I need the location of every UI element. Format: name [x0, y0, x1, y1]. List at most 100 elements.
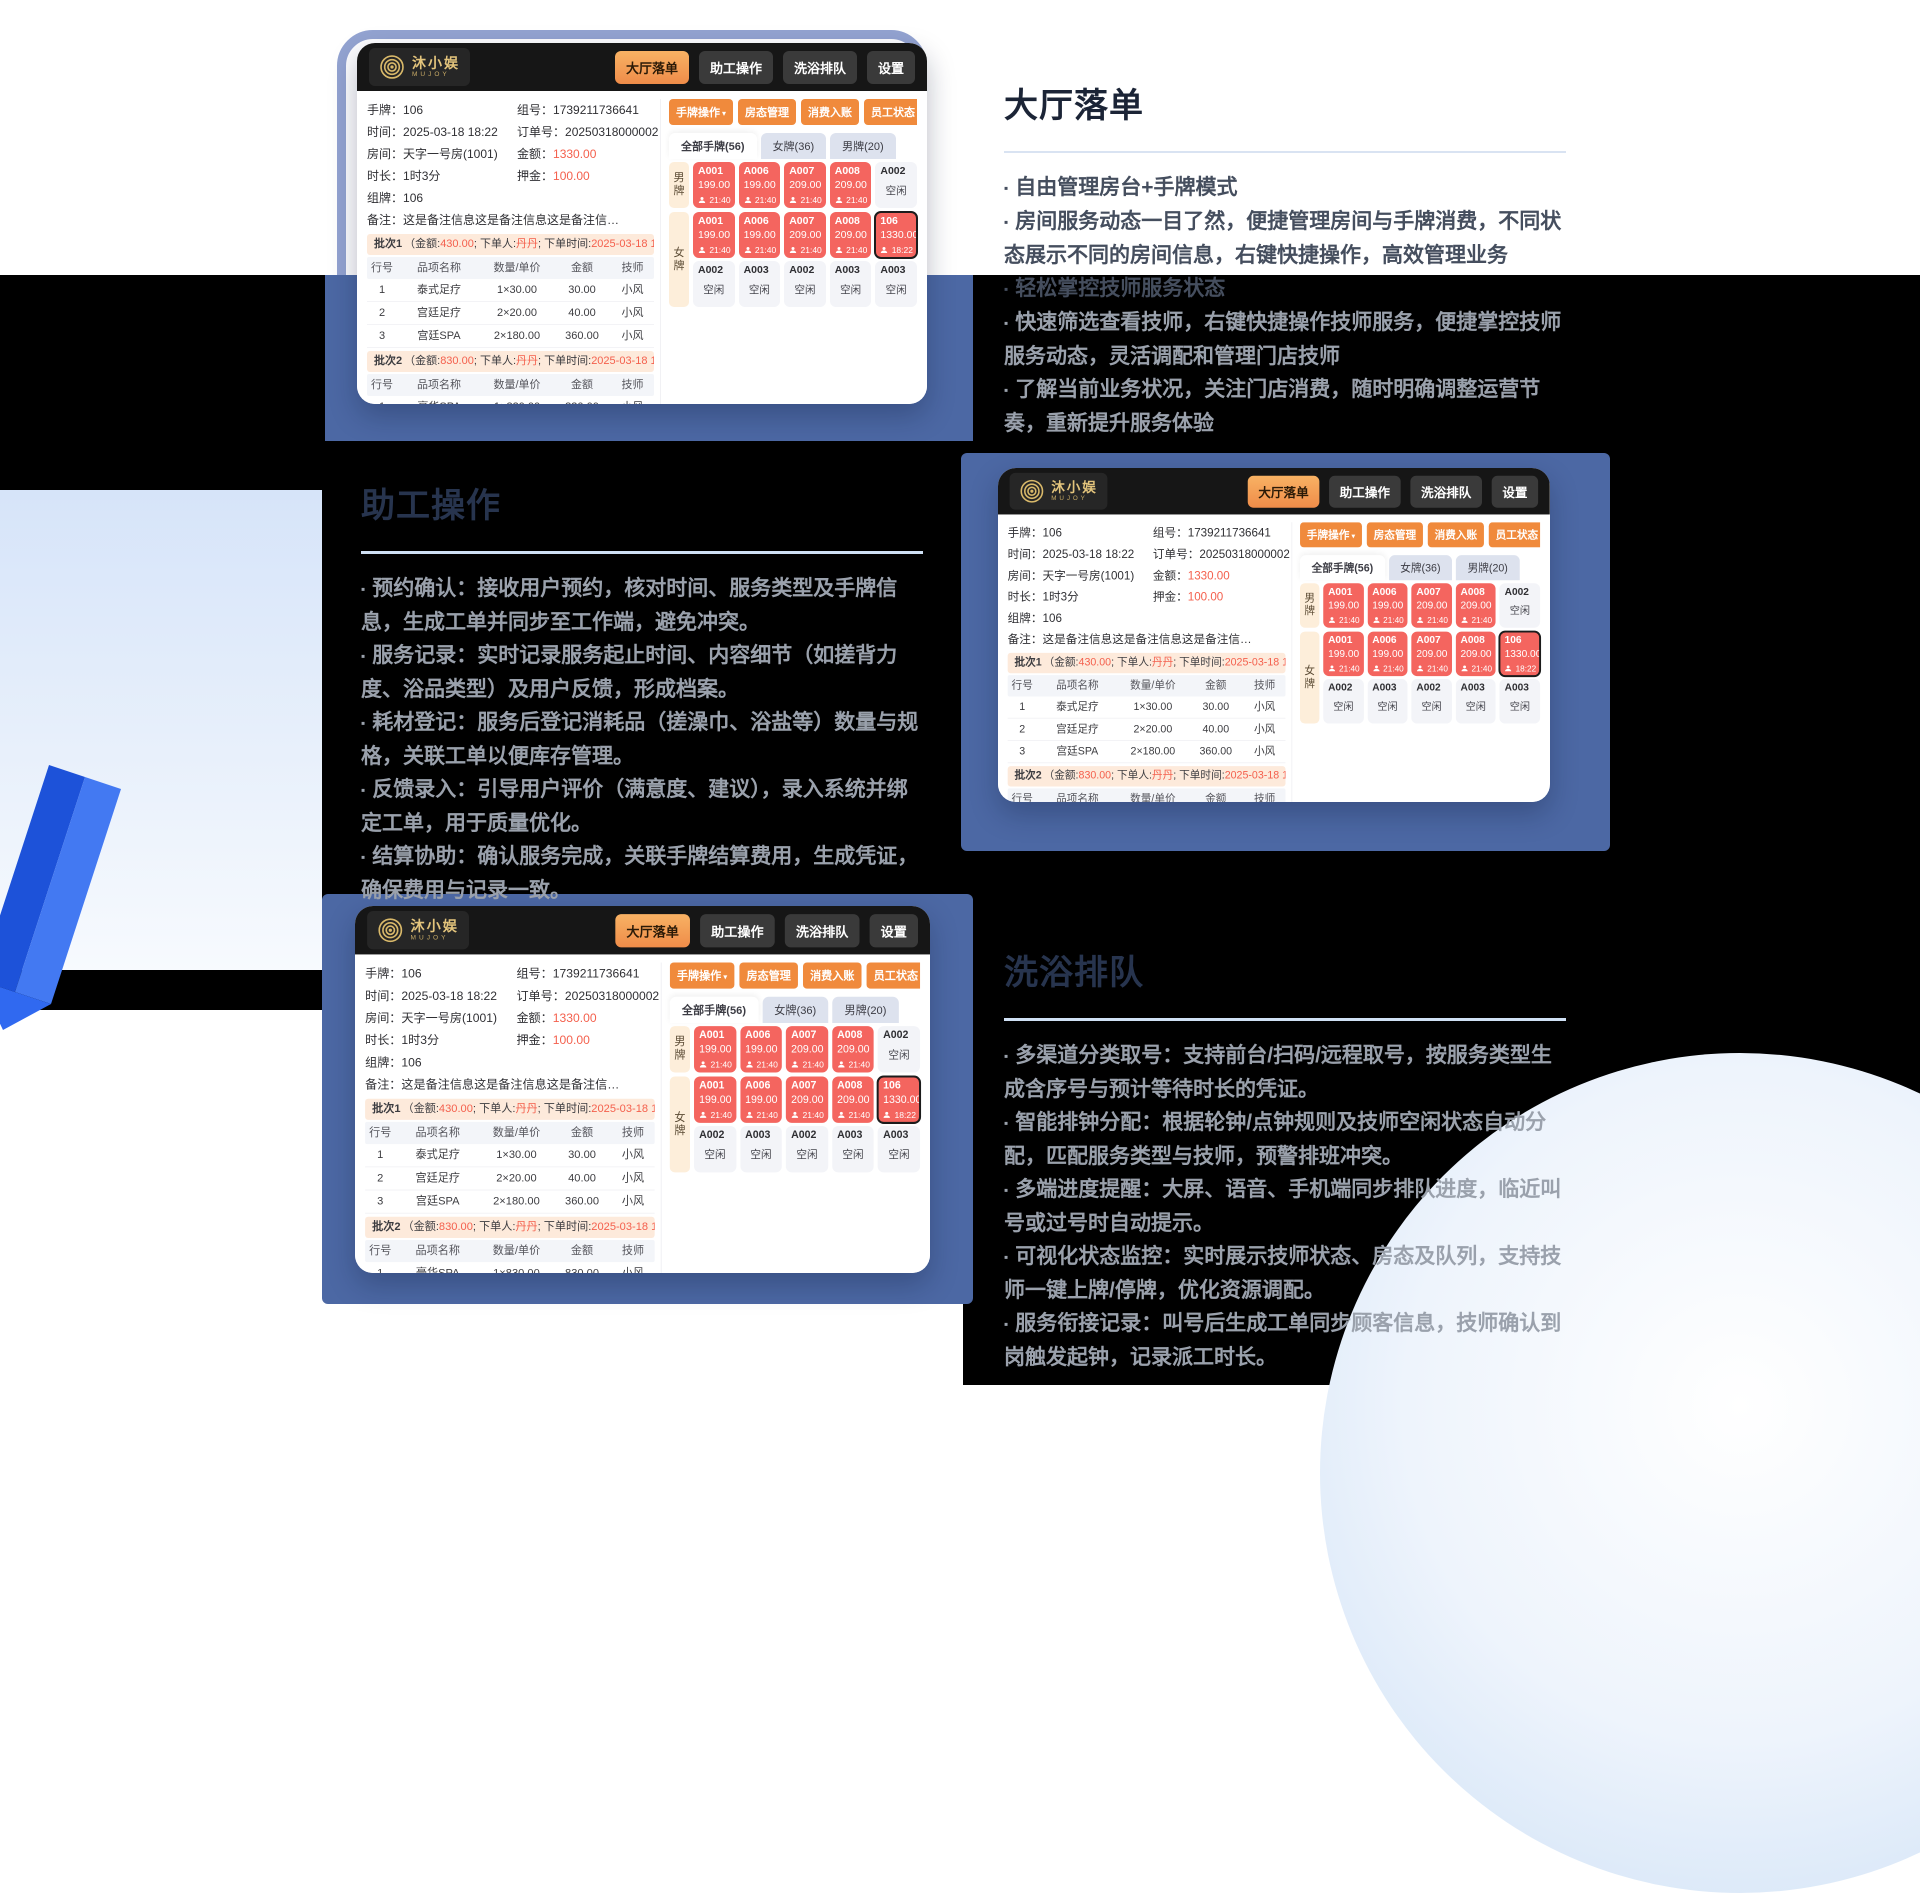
nav-assistant-ops[interactable]: 助工操作 [1329, 475, 1401, 508]
table-header-row: 行号 品项名称 数量/单价 金额 技师 [1007, 675, 1286, 697]
staff-status-button[interactable]: 员工状态 [864, 99, 917, 125]
hand-tag-tile[interactable]: A003 空闲 [738, 261, 781, 307]
hand-tag-tile[interactable]: A002 空闲 [1411, 679, 1452, 724]
info-line: 组牌：106 [1007, 611, 1062, 625]
tag-actions-button[interactable]: 手牌操作 ▾ [669, 99, 734, 125]
hand-tag-tile[interactable]: A007 209.00 21:40 [1411, 583, 1452, 628]
hand-tag-tile[interactable]: A007 209.00 21:40 [784, 162, 826, 208]
room-status-button[interactable]: 房态管理 [738, 99, 797, 125]
hand-tag-tile[interactable]: A008 209.00 21:40 [829, 162, 872, 208]
room-status-button[interactable]: 房态管理 [739, 962, 798, 989]
hand-tag-tile[interactable]: A002 空闲 [878, 1026, 921, 1073]
feature-bullet: 房间服务动态一目了然，便捷管理房间与手牌消费，不同状态展示不同的房间信息，右键快… [1004, 205, 1566, 272]
nav-settings[interactable]: 设置 [1491, 475, 1539, 508]
feature-bullet: 耗材登记：服务后登记消耗品（搓澡巾、浴盐等）数量与规格，关联工单以便库存管理。 [361, 706, 923, 773]
nav-settings[interactable]: 设置 [869, 913, 919, 947]
hand-tag-tile[interactable]: A003 空闲 [1367, 679, 1408, 724]
hand-tag-tile[interactable]: A006 199.00 21:40 [740, 1026, 782, 1073]
hand-tag-tile[interactable]: A008 209.00 21:40 [829, 212, 872, 258]
feature-bullet: 预约确认：接收用户预约，核对时间、服务类型及手牌信息，生成工单并同步至工作端，避… [361, 572, 923, 639]
hand-tag-tile[interactable]: A003 空闲 [1455, 679, 1496, 724]
tab-male-tags[interactable]: 男牌(20) [832, 996, 899, 1024]
tag-actions-button[interactable]: 手牌操作 ▾ [669, 962, 735, 989]
group-label-male: 男牌 [1300, 583, 1320, 628]
hand-tag-tile[interactable]: A007 209.00 21:40 [786, 1076, 829, 1123]
hand-tag-tile[interactable]: A001 199.00 21:40 [694, 1076, 736, 1123]
hand-tag-tile[interactable]: A002 空闲 [786, 1125, 829, 1173]
hand-tag-tile[interactable]: A002 空闲 [875, 162, 917, 208]
tag-actions-button[interactable]: 手牌操作 ▾ [1300, 522, 1362, 548]
tab-female-tags[interactable]: 女牌(36) [760, 133, 827, 159]
hand-tag-tile-selected[interactable]: 106 1330.00 18:22 [1498, 630, 1542, 678]
nav-settings[interactable]: 设置 [866, 50, 915, 84]
hand-tag-tile[interactable]: A002 空闲 [1499, 583, 1541, 628]
staff-status-button[interactable]: 员工状态 [866, 962, 921, 989]
hand-tag-tile[interactable]: A008 209.00 21:40 [832, 1026, 875, 1073]
person-icon [837, 1111, 845, 1118]
consume-entry-button[interactable]: 消费入账 [801, 99, 860, 125]
table-header-row: 行号 品项名称 数量/单价 金额 技师 [1007, 788, 1286, 802]
tab-all-tags[interactable]: 全部手牌(56) [1300, 555, 1385, 581]
hand-tag-tile[interactable]: A001 199.00 21:40 [693, 212, 735, 258]
room-status-button[interactable]: 房态管理 [1366, 522, 1423, 548]
hand-tag-tile[interactable]: A003 空闲 [829, 261, 872, 307]
hand-tag-tile[interactable]: A006 199.00 21:40 [1367, 631, 1408, 677]
order-info-col2: 组号：1739211736641 订单号：20250318000002 金额：1… [517, 99, 658, 187]
tab-all-tags[interactable]: 全部手牌(56) [669, 996, 759, 1024]
tab-male-tags[interactable]: 男牌(20) [1455, 555, 1520, 581]
nav-hall-order[interactable]: 大厅落单 [1247, 475, 1320, 508]
order-detail-panel: 手牌：106 时间：2025-03-18 18:22 房间：天字一号房(1001… [1007, 522, 1293, 802]
hand-tag-tile[interactable]: A002 空闲 [1323, 679, 1364, 724]
hand-tag-tile-selected[interactable]: 106 1330.00 18:22 [874, 211, 918, 259]
tab-all-tags[interactable]: 全部手牌(56) [669, 133, 757, 159]
hand-tag-tile[interactable]: A002 空闲 [694, 1125, 736, 1173]
hand-tag-tile[interactable]: A001 199.00 21:40 [694, 1026, 736, 1073]
tab-female-tags[interactable]: 女牌(36) [1388, 555, 1453, 581]
hand-tag-tile[interactable]: A008 209.00 21:40 [1455, 583, 1496, 628]
hand-tag-tile[interactable]: A002 空闲 [693, 261, 735, 307]
tag-grid: 男牌 A001 199.00 21:40 A006 199.00 21:40 A007 2… [1300, 583, 1542, 724]
app-body: 手牌：106 时间：2025-03-18 18:22 房间：天字一号房(1001… [355, 954, 930, 1273]
hand-tag-tile[interactable]: A008 209.00 21:40 [1455, 631, 1496, 677]
hand-tag-tile[interactable]: A003 空闲 [832, 1125, 875, 1173]
info-line: 手牌：106 [1007, 526, 1062, 540]
nav-hall-order[interactable]: 大厅落单 [614, 50, 689, 84]
hand-tag-tile[interactable]: A001 199.00 21:40 [1323, 583, 1364, 628]
staff-status-button[interactable]: 员工状态 [1488, 522, 1541, 548]
hand-tag-tile[interactable]: A007 209.00 21:40 [786, 1026, 829, 1073]
hand-tag-tile[interactable]: A006 199.00 21:40 [1367, 583, 1408, 628]
person-icon [744, 197, 751, 203]
info-line: 金额：1330.00 [1152, 568, 1230, 583]
hand-tag-tile[interactable]: A007 209.00 21:40 [1411, 631, 1452, 677]
hand-tag-tile[interactable]: A003 空闲 [1499, 679, 1541, 724]
hand-tag-tile[interactable]: A006 199.00 21:40 [738, 212, 781, 258]
tab-male-tags[interactable]: 男牌(20) [830, 133, 896, 159]
nav-hall-order[interactable]: 大厅落单 [615, 913, 690, 947]
hand-tag-tile[interactable]: A008 209.00 21:40 [832, 1076, 875, 1123]
hand-tag-tile[interactable]: A003 空闲 [740, 1125, 782, 1173]
nav-assistant-ops[interactable]: 助工操作 [700, 913, 775, 947]
info-line: 押金：100.00 [1152, 589, 1224, 604]
hand-tag-tile[interactable]: A006 199.00 21:40 [740, 1076, 782, 1123]
hand-tag-tile-selected[interactable]: 106 1330.00 18:22 [877, 1075, 922, 1124]
consume-entry-button[interactable]: 消费入账 [1427, 522, 1484, 548]
hand-tag-tile[interactable]: A006 199.00 21:40 [738, 162, 781, 208]
hand-tag-tile[interactable]: A002 空闲 [784, 261, 826, 307]
person-icon [698, 247, 706, 253]
feature-bullet: 快速筛选查看技师，右键快捷操作技师服务，便捷掌控技师服务动态，灵活调配和管理门店… [1004, 306, 1566, 373]
hand-tag-tile[interactable]: A003 空闲 [878, 1125, 921, 1173]
hand-tag-tile[interactable]: A001 199.00 21:40 [693, 162, 735, 208]
tag-toolbar: 手牌操作▾ 房态管理 消费入账 员工状态 快速入账 销售查询 [1300, 522, 1541, 548]
nav-bath-queue[interactable]: 洗浴排队 [782, 50, 857, 84]
nav-assistant-ops[interactable]: 助工操作 [698, 50, 773, 84]
hand-tag-tile[interactable]: A001 199.00 21:40 [1323, 631, 1364, 677]
hand-tag-tile[interactable]: A007 209.00 21:40 [784, 212, 826, 258]
consume-entry-button[interactable]: 消费入账 [803, 962, 862, 989]
tab-female-tags[interactable]: 女牌(36) [762, 996, 829, 1024]
hand-tag-tile[interactable]: A003 空闲 [875, 261, 917, 307]
nav-bath-queue[interactable]: 洗浴排队 [784, 913, 860, 947]
info-line: 押金：100.00 [516, 1033, 590, 1048]
person-icon [790, 197, 797, 203]
nav-bath-queue[interactable]: 洗浴排队 [1410, 475, 1482, 508]
